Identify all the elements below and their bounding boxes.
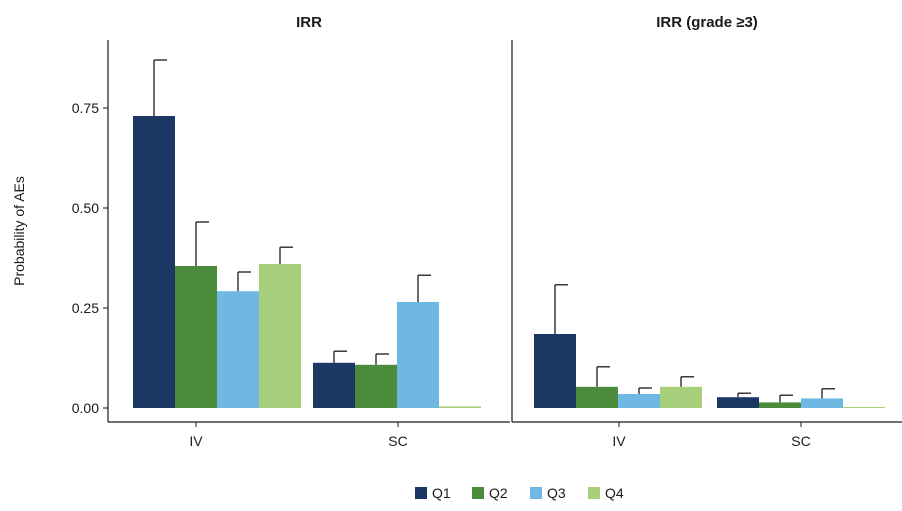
bar-q4-sc — [843, 407, 885, 408]
legend-label-q2: Q2 — [489, 485, 508, 501]
y-tick-label: 0.75 — [72, 100, 99, 116]
y-tick-label: 0.25 — [72, 300, 99, 316]
panel-title: IRR — [296, 14, 322, 31]
bar-q1-sc — [717, 397, 759, 408]
bar-q2-sc — [355, 364, 397, 408]
bar-q2-iv — [576, 386, 618, 408]
y-tick-label: 0.00 — [72, 400, 99, 416]
legend-label-q3: Q3 — [547, 485, 566, 501]
bar-q4-iv — [259, 264, 301, 408]
bar-q4-iv — [660, 386, 702, 408]
legend-label-q1: Q1 — [432, 485, 451, 501]
legend-swatch-q1 — [415, 487, 427, 499]
x-tick-label: IV — [612, 433, 626, 449]
bar-q3-sc — [397, 302, 439, 408]
y-tick-label: 0.50 — [72, 200, 99, 216]
legend-swatch-q2 — [472, 487, 484, 499]
x-tick-label: SC — [791, 433, 810, 449]
legend-swatch-q3 — [530, 487, 542, 499]
bar-q2-sc — [759, 402, 801, 408]
y-axis-label: Probability of AEs — [11, 176, 27, 286]
x-tick-label: IV — [189, 433, 203, 449]
x-tick-label: SC — [388, 433, 407, 449]
legend-swatch-q4 — [588, 487, 600, 499]
bar-q3-sc — [801, 398, 843, 408]
bar-q1-iv — [534, 334, 576, 408]
bar-q2-iv — [175, 266, 217, 408]
panel-title: IRR (grade ≥3) — [656, 14, 758, 31]
bar-q4-sc — [439, 406, 481, 408]
bar-q3-iv — [217, 291, 259, 408]
bar-q3-iv — [618, 394, 660, 408]
bar-q1-sc — [313, 362, 355, 408]
legend-label-q4: Q4 — [605, 485, 624, 501]
bar-q1-iv — [133, 116, 175, 408]
